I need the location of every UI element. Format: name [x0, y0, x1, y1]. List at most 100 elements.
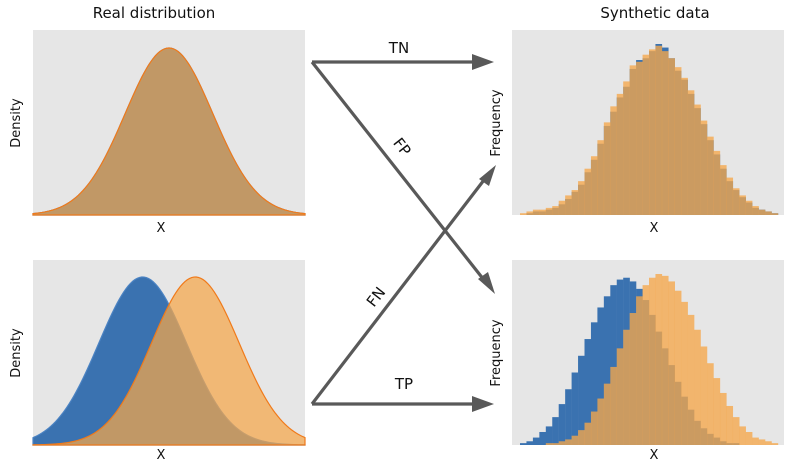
bar-orange-17: [629, 313, 637, 445]
bar-orange-18: [636, 296, 643, 445]
bar-orange-9: [578, 430, 585, 445]
bar-orange-12: [597, 140, 605, 215]
bar-orange-16: [623, 329, 630, 445]
bar-orange-23: [668, 281, 675, 445]
bar-orange-34: [739, 195, 746, 215]
bar-orange-14: [610, 366, 617, 445]
synth-top-xlabel: X: [650, 221, 659, 236]
bar-orange-15: [616, 348, 624, 445]
synth-top-bars: [520, 44, 779, 216]
curve-orange: [32, 47, 306, 216]
arrow-fn-line: [310, 179, 486, 405]
bar-orange-30: [713, 150, 721, 216]
bar-blue-13: [603, 296, 611, 445]
bar-orange-31: [719, 392, 727, 445]
bar-blue-9: [578, 355, 585, 445]
bar-orange-1: [526, 211, 534, 215]
bar-orange-12: [597, 398, 605, 445]
synth-bottom-ylabel: Frequency: [489, 319, 504, 386]
bar-blue-1: [526, 441, 534, 445]
bar-blue-7: [565, 389, 572, 445]
bar-orange-11: [590, 156, 598, 215]
bar-blue-2: [532, 437, 540, 445]
title-synthetic-data: Synthetic data: [600, 4, 709, 22]
synth-bottom-xlabel: X: [650, 448, 659, 461]
bar-orange-0: [520, 213, 527, 215]
bar-orange-13: [603, 383, 611, 445]
bar-orange-34: [739, 426, 746, 445]
bar-orange-6: [558, 200, 566, 215]
arrow-fp-line: [310, 61, 486, 281]
bar-blue-0: [520, 443, 527, 445]
bar-orange-13: [603, 122, 611, 216]
bar-orange-21: [655, 45, 663, 215]
bar-blue-10: [584, 339, 592, 445]
bar-orange-2: [532, 209, 540, 215]
bar-orange-11: [590, 411, 598, 445]
bar-blue-3: [539, 431, 546, 445]
bar-orange-26: [687, 314, 695, 445]
real-top-ylabel: Density: [9, 98, 24, 148]
arrow-label-tn: TN: [388, 39, 409, 57]
bar-orange-20: [649, 277, 656, 445]
bar-orange-10: [584, 168, 592, 215]
bar-blue-4: [545, 426, 553, 445]
bar-orange-30: [713, 378, 721, 445]
bar-orange-27: [694, 104, 701, 215]
bar-orange-20: [649, 49, 656, 216]
bar-blue-8: [571, 372, 579, 445]
bar-orange-5: [552, 206, 559, 215]
bar-orange-14: [610, 106, 617, 215]
bar-orange-32: [726, 405, 734, 445]
bar-orange-7: [565, 439, 572, 445]
arrows: TN FP FN TP: [310, 39, 496, 412]
arrow-fp-head: [478, 272, 495, 294]
bar-orange-29: [707, 136, 714, 216]
synth-bottom-bars: [520, 274, 779, 445]
bar-orange-38: [765, 211, 772, 215]
panel-real-bottom: X Density: [9, 260, 306, 461]
bar-blue-12: [597, 307, 605, 445]
bar-orange-35: [745, 200, 753, 215]
bar-orange-29: [707, 363, 714, 445]
arrow-tp-head: [472, 396, 494, 412]
arrow-tn-head: [472, 54, 494, 70]
panel-synth-bottom: X Frequency: [489, 260, 784, 461]
real-bottom-ylabel: Density: [9, 328, 24, 378]
bar-orange-37: [758, 439, 766, 445]
bar-orange-24: [674, 67, 682, 215]
bar-orange-3: [539, 209, 546, 215]
arrow-label-tp: TP: [394, 375, 413, 393]
real-bottom-curves: [32, 276, 306, 446]
bar-orange-4: [545, 443, 553, 445]
bar-orange-7: [565, 195, 572, 215]
bar-orange-28: [700, 346, 708, 445]
arrow-label-fp: FP: [389, 134, 414, 159]
real-bottom-xlabel: X: [157, 448, 166, 461]
bar-blue-11: [590, 322, 598, 445]
bar-orange-6: [558, 441, 566, 445]
bar-orange-15: [616, 93, 624, 216]
curve-orange: [32, 276, 306, 446]
bar-orange-23: [668, 58, 675, 215]
arrow-fn-head: [479, 165, 496, 186]
bar-orange-19: [642, 285, 650, 445]
real-top-xlabel: X: [157, 221, 166, 236]
synth-top-ylabel: Frequency: [489, 89, 504, 156]
bar-orange-4: [545, 207, 553, 216]
bar-orange-22: [661, 51, 669, 216]
bar-orange-28: [700, 120, 708, 215]
bar-orange-37: [758, 209, 766, 215]
bar-orange-35: [745, 431, 753, 445]
bar-orange-25: [681, 301, 688, 445]
panel-real-top: X Density: [9, 30, 306, 236]
bar-orange-8: [571, 190, 579, 215]
bar-blue-6: [558, 404, 566, 445]
bar-orange-22: [661, 275, 669, 445]
bar-orange-10: [584, 422, 592, 445]
bar-orange-36: [752, 437, 759, 445]
bar-orange-33: [732, 188, 740, 215]
bar-orange-36: [752, 206, 759, 215]
bar-orange-26: [687, 90, 695, 215]
